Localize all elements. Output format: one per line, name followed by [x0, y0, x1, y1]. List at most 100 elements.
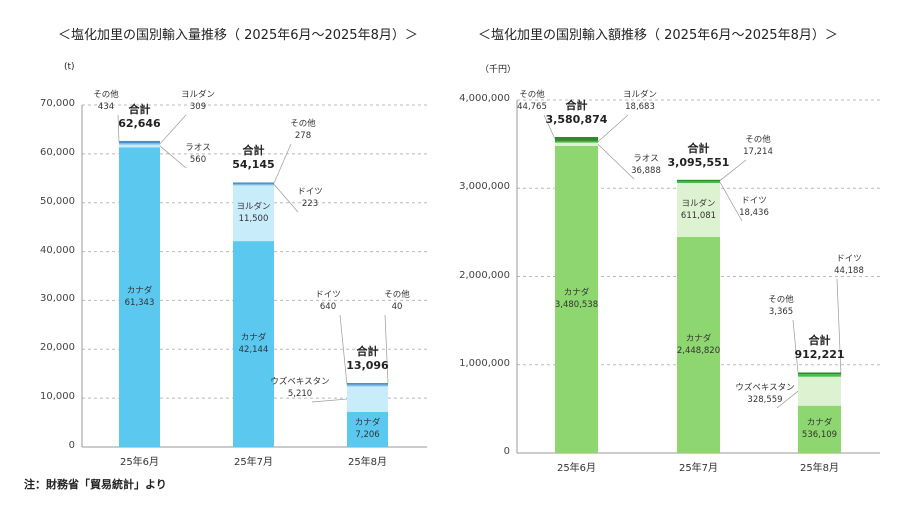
callout-label: ウズベキスタン 5,210 [260, 376, 340, 400]
callout-label-line: 223 [301, 199, 319, 209]
callout-label-line: 560 [189, 155, 207, 165]
callout-label: その他 278 [263, 118, 343, 142]
bar-segment-1 [555, 142, 598, 146]
y-tick-label-line: 0 [68, 440, 75, 451]
callout-label: その他 44,765 [492, 89, 572, 113]
y-tick-label-line: 0 [503, 446, 510, 457]
callout-label-line: その他 [768, 295, 794, 305]
total-label-line: 合計 [242, 144, 265, 158]
x-tick-label-line: 25年7月 [678, 463, 719, 474]
callout-label: その他 17,214 [718, 134, 798, 158]
segment-label: カナダ 536,109 [780, 417, 860, 441]
callout-label: ドイツ 18,436 [714, 195, 794, 219]
bar-segment-2 [555, 140, 598, 143]
bar-segment-0 [119, 147, 160, 447]
y-tick-label: 70,000 [5, 98, 75, 109]
total-label-line: 3,095,551 [667, 155, 730, 169]
bar-segment-2 [119, 143, 160, 145]
bar-segment-1 [233, 184, 274, 242]
x-tick-label-line: 25年6月 [556, 463, 597, 474]
segment-label-line: 42,144 [238, 345, 269, 356]
segment-label-line: カナダ [240, 333, 267, 344]
y-tick-label-line: 40,000 [40, 244, 75, 256]
callout-label-line: 434 [97, 102, 115, 112]
x-tick-label-line: 25年8月 [799, 463, 840, 474]
segment-label-line: 61,343 [124, 298, 155, 309]
x-tick-label-line: 25年8月 [347, 457, 388, 468]
y-tick-label-line: 60,000 [40, 146, 75, 158]
segment-label-line: 3,480,538 [554, 300, 599, 311]
callout-label-line: ウズベキスタン [270, 377, 330, 387]
callout-line [384, 314, 389, 384]
x-tick-label: 25年7月 [214, 453, 294, 468]
callout-label: ウズベキスタン 328,559 [725, 382, 805, 406]
segment-label-line: 11,500 [238, 214, 269, 224]
callout-label-line: 5,210 [287, 389, 313, 399]
total-label: 合計 3,095,551 [659, 142, 739, 170]
callout-label-line: 36,888 [631, 166, 661, 176]
y-tick-label-line: 4,000,000 [459, 93, 510, 104]
segment-label: ヨルダン 611,081 [659, 198, 739, 222]
total-label: 合計 3,580,874 [537, 99, 617, 127]
callout-label-line: ラオス [185, 143, 211, 153]
segment-label-line: カナダ [126, 286, 153, 297]
segment-label-line: 7,206 [355, 430, 380, 441]
callout-line [776, 390, 799, 409]
y-tick-label-line: 2,000,000 [459, 269, 510, 281]
total-label: 合計 54,145 [214, 144, 294, 172]
bar-segment-3 [347, 383, 388, 385]
callout-line [719, 159, 747, 181]
callout-label: ラオス 560 [158, 142, 238, 166]
callout-line [273, 143, 292, 184]
segment-label: ヨルダン 11,500 [214, 201, 294, 225]
bar-segment-0 [677, 236, 720, 453]
callout-label-line: 18,436 [739, 208, 769, 218]
chart-title-volume: ＜塩化加里の国別輸入量推移（ 2025年6月～2025年8月）＞ [58, 28, 418, 43]
callout-label-line: ドイツ [315, 290, 341, 300]
chart-title-value: ＜塩化加里の国別輸入額推移（ 2025年6月～2025年8月）＞ [478, 28, 838, 43]
callout-label-line: 278 [294, 131, 312, 141]
x-tick-label-line: 25年7月 [233, 457, 274, 468]
y-tick-label: 60,000 [5, 147, 75, 158]
total-label-line: 合計 [687, 141, 710, 155]
callout-label-line: ドイツ [741, 196, 767, 206]
callout-label-line: ウズベキスタン [735, 383, 795, 393]
callout-line [117, 114, 120, 143]
total-label-line: 912,221 [794, 348, 845, 362]
total-label-line: 合計 [356, 345, 379, 359]
y-tick-label-line: 10,000 [40, 391, 75, 403]
bar-segment-2 [233, 183, 274, 186]
bar-segment-1 [347, 386, 388, 412]
unit-label-value: （千円） [480, 65, 517, 75]
y-tick-label: 50,000 [5, 196, 75, 207]
callout-label-line: ラオス [633, 154, 659, 164]
x-tick-label: 25年8月 [328, 453, 408, 468]
callout-label-line: 40 [391, 302, 403, 312]
callout-label-line: ドイツ [297, 187, 323, 197]
y-tick-label-line: 20,000 [40, 342, 75, 354]
total-label-line: 合計 [565, 98, 588, 112]
total-label-line: 13,096 [346, 359, 389, 373]
callout-label-line: 640 [319, 302, 337, 312]
total-label: 合計 13,096 [328, 345, 408, 373]
segment-label-line: カナダ [354, 418, 381, 429]
callout-label-line: 3,365 [768, 307, 794, 317]
callout-line [792, 319, 799, 373]
callout-label: その他 434 [66, 89, 146, 113]
total-label: 合計 62,646 [100, 103, 180, 131]
x-tick-label-line: 25年6月 [119, 457, 160, 468]
segment-label-line: カナダ [563, 288, 590, 299]
segment-label-line: ヨルダン [681, 198, 716, 209]
callout-label-line: 18,683 [625, 102, 655, 112]
y-tick-label: 2,000,000 [440, 270, 510, 281]
total-label-line: 54,145 [232, 158, 275, 172]
callout-label-line: 328,559 [747, 395, 783, 405]
bar-segment-0 [798, 405, 841, 453]
y-tick-label: 0 [5, 440, 75, 451]
callout-label: ヨルダン 18,683 [600, 89, 680, 113]
callout-label-line: その他 [290, 119, 316, 129]
bar-segment-1 [119, 144, 160, 148]
callout-label: ヨルダン 309 [158, 89, 238, 113]
y-tick-label-line: 3,000,000 [459, 181, 510, 193]
